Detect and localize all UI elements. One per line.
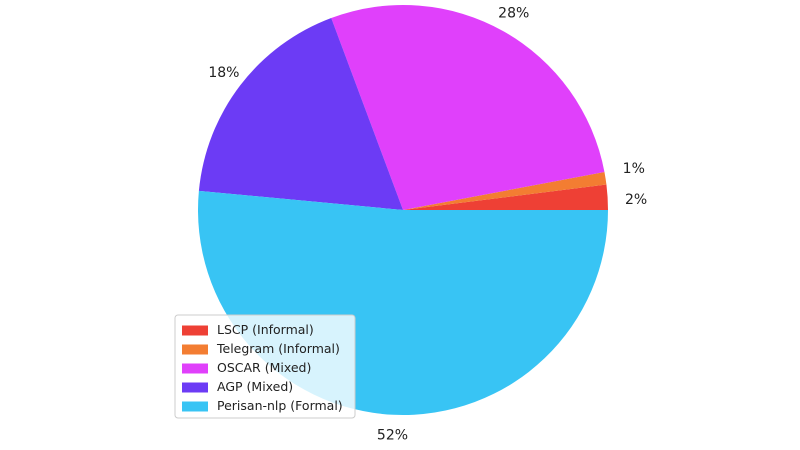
- legend-label: LSCP (Informal): [217, 322, 314, 337]
- legend: LSCP (Informal) Telegram (Informal) OSCAR …: [174, 314, 356, 419]
- legend-swatch: [182, 363, 208, 374]
- legend-label: AGP (Mixed): [217, 379, 293, 394]
- pie-slice: [403, 171, 607, 210]
- legend-box: [174, 314, 356, 419]
- pie-slice: [198, 17, 403, 210]
- slice-label: 28%: [498, 6, 529, 22]
- legend-label: Telegram (Informal): [216, 341, 340, 356]
- legend-swatch: [182, 344, 208, 355]
- legend-label: Perisan-nlp (Formal): [217, 398, 343, 413]
- legend-swatch: [182, 401, 208, 412]
- legend-swatch: [182, 382, 208, 393]
- legend-label: OSCAR (Mixed): [217, 360, 311, 375]
- pie-slice: [403, 184, 608, 210]
- slice-label: 2%: [625, 192, 647, 208]
- pie-slice: [331, 5, 605, 210]
- legend-swatch: [182, 325, 208, 336]
- slice-label: 1%: [623, 161, 645, 177]
- slice-label: 18%: [208, 65, 239, 81]
- slice-label: 52%: [377, 427, 408, 443]
